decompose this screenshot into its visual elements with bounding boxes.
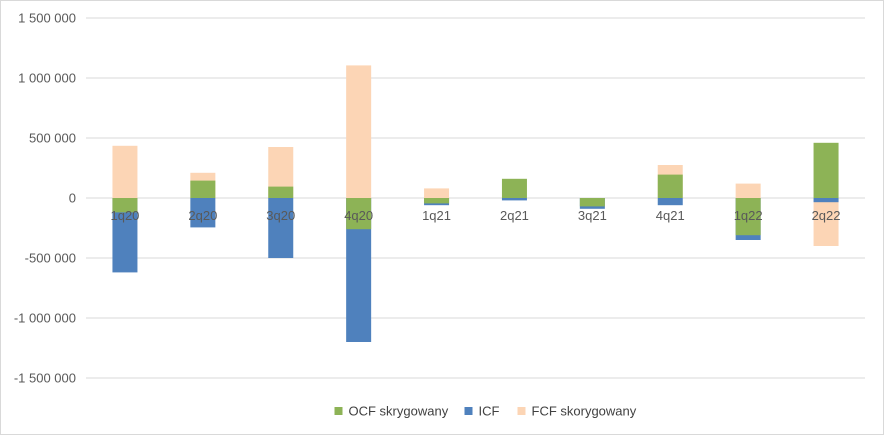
legend-swatch (464, 407, 473, 415)
bar-fcf-skorygowany-1q22 (735, 183, 761, 198)
bar-ocf-skrygowany-4q20 (346, 198, 372, 230)
x-tick-label: 2q22 (812, 208, 841, 223)
y-tick-label: -1 500 000 (14, 371, 76, 386)
bar-ocf-skrygowany-2q22 (813, 142, 839, 198)
legend-label: OCF skrygowany (349, 404, 449, 419)
bar-ocf-skrygowany-4q21 (657, 174, 683, 198)
legend-swatch (334, 407, 343, 415)
bar-ocf-skrygowany-1q21 (424, 198, 450, 204)
y-axis-ticks: 1 500 000 1 000 000 500 000 0 -500 000 -1 000… (14, 11, 76, 386)
bar-ocf-skrygowany-1q20 (112, 198, 138, 213)
x-axis-ticks: 1q20 2q20 3q20 4q20 1q21 2q21 3q21 4q21 1q22 2q22 (110, 208, 840, 223)
bar-fcf-skorygowany-1q20 (112, 145, 138, 198)
bar-icf-2q22 (813, 198, 839, 203)
x-tick-label: 2q20 (188, 208, 217, 223)
gridlines (86, 17, 865, 379)
legend: OCF skrygowany ICF FCF skorygowany (334, 404, 637, 419)
bar-fcf-skorygowany-2q22 (813, 198, 839, 246)
bar-icf-2q21 (501, 198, 527, 201)
bar-fcf-skorygowany-4q20 (346, 65, 372, 199)
bar-ocf-skrygowany-3q21 (579, 198, 605, 207)
y-tick-label: -500 000 (25, 251, 76, 266)
y-tick-label: 1 000 000 (18, 71, 76, 86)
bar-icf-2q20 (190, 198, 216, 228)
legend-swatch (517, 407, 526, 415)
x-tick-label: 1q22 (734, 208, 763, 223)
x-tick-label: 2q21 (500, 208, 529, 223)
bar-ocf-skrygowany-2q20 (190, 180, 216, 198)
legend-label: FCF skorygowany (532, 404, 637, 419)
bar-ocf-skrygowany-1q22 (735, 198, 761, 236)
x-tick-label: 4q20 (344, 208, 373, 223)
bar-icf-4q21 (657, 198, 683, 206)
x-tick-label: 4q21 (656, 208, 685, 223)
y-tick-label: 0 (69, 191, 76, 206)
y-tick-label: -1 000 000 (14, 311, 76, 326)
x-tick-label: 3q21 (578, 208, 607, 223)
legend-label: ICF (479, 404, 500, 419)
y-tick-label: 1 500 000 (18, 11, 76, 26)
bar-ocf-skrygowany-2q21 (501, 178, 527, 198)
bar-ocf-skrygowany-3q20 (268, 186, 294, 198)
y-tick-label: 500 000 (29, 131, 76, 146)
bars (112, 65, 839, 342)
x-tick-label: 1q21 (422, 208, 451, 223)
bar-icf-3q20 (268, 198, 294, 258)
bar-fcf-skorygowany-1q21 (424, 188, 450, 198)
x-tick-label: 3q20 (266, 208, 295, 223)
x-tick-label: 1q20 (110, 208, 139, 223)
